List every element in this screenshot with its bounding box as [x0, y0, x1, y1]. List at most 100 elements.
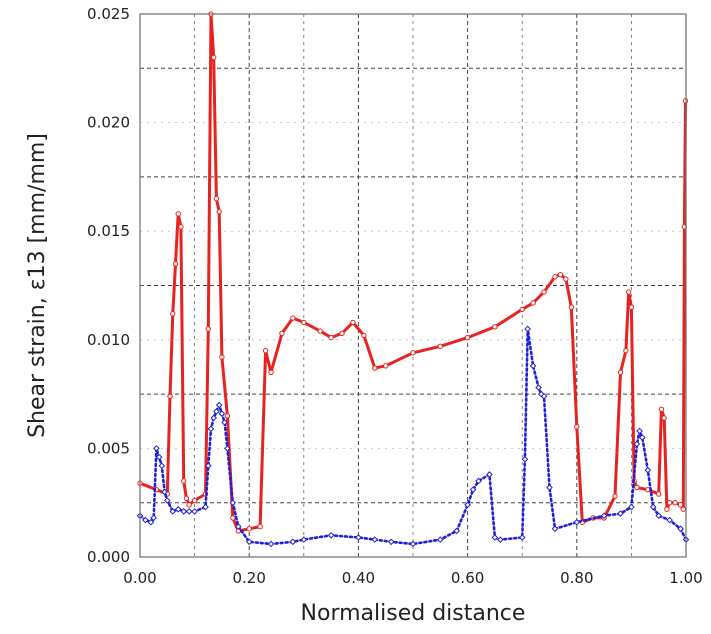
- data-point: [409, 540, 417, 548]
- data-point: [167, 393, 173, 399]
- data-point: [234, 523, 242, 530]
- data-point: [155, 453, 163, 461]
- data-point: [163, 497, 171, 504]
- data-point: [625, 289, 632, 295]
- data-point: [216, 208, 222, 215]
- data-point: [230, 515, 236, 521]
- data-point: [350, 319, 356, 326]
- data-point: [213, 408, 220, 415]
- data-point: [677, 525, 684, 533]
- data-point: [191, 497, 198, 504]
- data-point: [492, 324, 498, 330]
- data-point: [170, 311, 176, 317]
- data-point: [327, 531, 335, 539]
- x-tick-label: 1.00: [669, 569, 702, 587]
- data-point: [229, 499, 237, 507]
- data-point: [158, 462, 166, 470]
- data-point: [147, 518, 155, 526]
- data-point: [518, 534, 526, 541]
- data-point: [530, 300, 536, 306]
- data-point: [524, 325, 531, 333]
- data-point: [519, 306, 525, 313]
- data-point: [204, 462, 212, 470]
- data-point: [617, 369, 624, 376]
- data-point: [475, 477, 482, 485]
- data-point: [491, 534, 499, 541]
- data-point: [267, 540, 275, 548]
- data-point: [301, 319, 307, 326]
- y-tick-label: 0.000: [87, 548, 130, 566]
- x-tick-label: 0.00: [123, 569, 156, 587]
- data-point: [551, 525, 559, 533]
- data-point: [557, 271, 564, 278]
- data-point: [540, 392, 548, 400]
- data-point: [600, 512, 608, 520]
- data-point: [153, 445, 160, 452]
- data-point: [207, 425, 215, 433]
- data-point: [289, 538, 297, 546]
- data-point: [169, 508, 177, 515]
- data-point: [573, 518, 581, 526]
- data-point: [649, 503, 657, 511]
- data-point: [186, 502, 192, 508]
- series-0: [137, 11, 689, 534]
- data-point: [339, 330, 345, 336]
- x-tick-label: 0.20: [232, 569, 265, 587]
- data-point: [142, 516, 149, 524]
- data-point: [617, 510, 624, 517]
- y-tick-labels: 0.000 0.005 0.010 0.015 0.020 0.025: [87, 5, 130, 566]
- data-point: [677, 502, 684, 508]
- data-point: [224, 445, 231, 452]
- data-point: [328, 334, 334, 341]
- data-point: [437, 343, 443, 350]
- data-point: [546, 484, 553, 491]
- data-point: [661, 415, 667, 421]
- data-point: [180, 508, 187, 515]
- data-point: [464, 334, 471, 341]
- x-axis-title: Normalised distance: [301, 601, 526, 626]
- data-point: [175, 211, 181, 217]
- data-point: [211, 54, 217, 61]
- x-tick-label: 0.80: [560, 569, 593, 587]
- data-point: [361, 332, 367, 339]
- y-tick-label: 0.010: [87, 331, 130, 349]
- data-point: [486, 471, 493, 478]
- data-point: [680, 506, 686, 512]
- data-point: [666, 516, 673, 524]
- x-tick-labels: 0.00 0.20 0.40 0.60 0.80 1.00: [123, 569, 702, 587]
- data-point: [355, 534, 362, 541]
- data-point: [436, 536, 444, 543]
- data-point: [563, 276, 569, 282]
- data-point: [317, 328, 323, 334]
- data-point: [185, 508, 193, 515]
- data-point: [221, 419, 228, 426]
- data-point: [541, 289, 547, 295]
- data-point: [535, 384, 542, 391]
- y-tick-label: 0.005: [87, 439, 130, 457]
- data-series: [136, 11, 690, 548]
- y-tick-label: 0.015: [87, 222, 130, 240]
- y-axis-title: Shear strain, ε13 [mm/mm]: [25, 133, 50, 438]
- x-tick-label: 0.60: [451, 569, 484, 587]
- data-point: [257, 523, 263, 530]
- data-point: [215, 401, 223, 409]
- plot-frame: [139, 13, 687, 558]
- data-point: [656, 491, 662, 497]
- x-tick-label: 0.40: [342, 569, 375, 587]
- data-point: [290, 315, 296, 321]
- data-point: [300, 536, 308, 543]
- data-point: [628, 503, 635, 511]
- data-point: [636, 427, 643, 435]
- data-point: [464, 501, 471, 509]
- data-point: [658, 406, 665, 413]
- data-point: [612, 493, 618, 499]
- data-point: [387, 538, 395, 546]
- data-point: [568, 304, 575, 310]
- data-point: [628, 304, 635, 310]
- data-point: [183, 495, 190, 502]
- data-point: [150, 514, 157, 522]
- data-point: [245, 538, 253, 546]
- data-point: [213, 195, 220, 202]
- data-point: [219, 354, 225, 360]
